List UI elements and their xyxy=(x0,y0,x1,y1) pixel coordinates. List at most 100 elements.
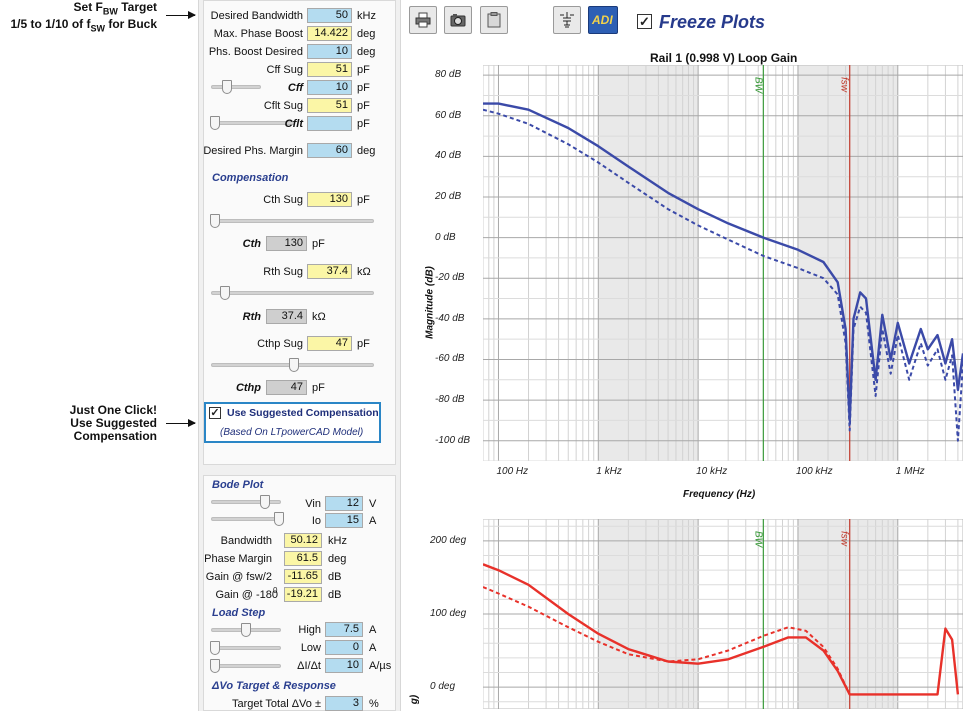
cthp-label: Cthp xyxy=(235,382,261,394)
didt-input[interactable]: 10 xyxy=(325,658,363,673)
gain-fsw2-value: -11.65 xyxy=(284,569,322,584)
cthp-slider[interactable] xyxy=(211,358,374,372)
cth-row: Cth 130 pF xyxy=(199,236,399,252)
didt-slider[interactable] xyxy=(210,659,281,673)
high-row: High 7.5 A xyxy=(199,622,399,638)
decade-band xyxy=(598,65,699,461)
gain-y-tick-label: -20 dB xyxy=(435,272,465,284)
gain-x-tick-label: 100 Hz xyxy=(496,466,529,477)
target-total-input[interactable]: 3 xyxy=(325,696,363,711)
io-slider[interactable] xyxy=(211,512,284,526)
gain-180-label: Gain @ -180 xyxy=(215,589,278,601)
phs-boost-desired-row: Phs. Boost Desired 10 deg xyxy=(199,44,399,60)
gain-y-tick-label: -80 dB xyxy=(435,394,465,406)
high-slider[interactable] xyxy=(211,623,281,637)
freeze-plots-checkbox[interactable]: ✓ xyxy=(637,14,652,29)
gain-y-tick-label: -60 dB xyxy=(435,353,465,365)
bw-target-annotation: Set FBW Target 1/5 to 1/10 of fSW for Bu… xyxy=(10,0,157,34)
dvo-title: ΔVo Target & Response xyxy=(212,680,336,692)
cflt-slider-thumb[interactable] xyxy=(210,116,220,130)
cff-sug-row: Cff Sug 51 pF xyxy=(199,62,399,78)
cflt-row: Cflt pF xyxy=(199,116,399,132)
use-suggested-checkbox[interactable]: ✓ xyxy=(209,407,221,419)
desired-bandwidth-input[interactable]: 50 xyxy=(307,8,352,23)
phs-boost-desired-input[interactable]: 10 xyxy=(307,44,352,59)
snapshot-button[interactable] xyxy=(444,6,472,34)
use-suggested-label[interactable]: Use Suggested Compensation xyxy=(227,407,379,419)
cth-slider-thumb[interactable] xyxy=(210,214,220,228)
vin-input[interactable]: 12 xyxy=(325,496,363,511)
desired-phs-margin-input[interactable]: 60 xyxy=(307,143,352,158)
didt-slider-thumb[interactable] xyxy=(210,659,220,673)
gain-y-tick-label: 40 dB xyxy=(435,150,462,162)
gain-y-tick-label: -100 dB xyxy=(435,434,471,446)
vin-slider[interactable] xyxy=(211,495,281,509)
adi-button[interactable]: ADI xyxy=(588,6,618,34)
gain-y-tick-label: 80 dB xyxy=(435,69,462,81)
one-click-arrow xyxy=(166,419,196,427)
cth-sug-unit: pF xyxy=(357,194,370,206)
didt-row: ΔI/Δt 10 A/µs xyxy=(199,658,399,674)
phase-y-axis-label: g) xyxy=(409,694,421,705)
printer-icon xyxy=(415,12,431,28)
use-suggested-box: ✓ Use Suggested Compensation (Based On L… xyxy=(204,402,381,443)
gain-x-tick-label: 1 kHz xyxy=(596,466,622,477)
fsw-marker-label: fsw xyxy=(839,531,850,547)
cff-sug-unit: pF xyxy=(357,64,370,76)
phase-margin-row: Phase Margin 61.5 deg xyxy=(199,551,399,567)
rth-row: Rth 37.4 kΩ xyxy=(199,309,399,325)
io-row: Io 15 A xyxy=(199,513,399,529)
desired-phs-margin-unit: deg xyxy=(357,145,376,157)
rth-slider[interactable] xyxy=(211,286,374,300)
cth-label: Cth xyxy=(242,238,261,250)
gain-plot[interactable]: BW fsw xyxy=(483,65,963,461)
clipboard-icon xyxy=(487,12,501,28)
rth-unit: kΩ xyxy=(312,311,326,323)
gain-180-value: -19.21 xyxy=(284,587,322,602)
cflt-sug-value: 51 xyxy=(307,98,352,113)
gain-y-axis-label: Magnitude (dB) xyxy=(424,266,436,339)
cflt-input[interactable] xyxy=(307,116,352,131)
cff-slider[interactable] xyxy=(211,80,261,94)
high-label: High xyxy=(298,624,321,636)
cthp-slider-thumb[interactable] xyxy=(289,358,299,372)
gain-y-tick-label: 20 dB xyxy=(435,191,462,202)
rth-slider-thumb[interactable] xyxy=(220,286,230,300)
fsw-marker-label: fsw xyxy=(839,77,850,93)
low-input[interactable]: 0 xyxy=(325,640,363,655)
high-input[interactable]: 7.5 xyxy=(325,622,363,637)
phs-boost-desired-unit: deg xyxy=(357,46,376,58)
cflt-sug-unit: pF xyxy=(357,100,370,112)
gain-fsw2-unit: dB xyxy=(328,571,342,583)
clipboard-button[interactable] xyxy=(480,6,508,34)
vin-slider-thumb[interactable] xyxy=(260,495,270,509)
gain-x-axis-label: Frequency (Hz) xyxy=(683,489,756,500)
plot-area: Rail 1 (0.998 V) Loop Gain Magnitude (dB… xyxy=(405,42,965,711)
gain-x-tick-label: 10 kHz xyxy=(696,466,728,477)
cff-slider-thumb[interactable] xyxy=(222,80,232,94)
print-button[interactable] xyxy=(409,6,437,34)
cthp-sug-row: Cthp Sug 47 pF xyxy=(199,336,399,352)
freeze-plots-label[interactable]: Freeze Plots xyxy=(659,12,766,32)
phase-plot[interactable]: BW fsw xyxy=(483,519,963,709)
io-input[interactable]: 15 xyxy=(325,513,363,528)
circuit-icon xyxy=(560,12,574,28)
low-slider-thumb[interactable] xyxy=(210,641,220,655)
gain-fsw2-row: Gain @ fsw/2 -11.65 dB xyxy=(199,569,399,585)
schematic-button[interactable] xyxy=(553,6,581,34)
high-slider-thumb[interactable] xyxy=(241,623,251,637)
bandwidth-unit: kHz xyxy=(328,535,347,547)
cth-value: 130 xyxy=(266,236,307,251)
cff-input[interactable]: 10 xyxy=(307,80,352,95)
vin-row: Vin 12 V xyxy=(199,496,399,512)
gain-180-row: Gain @ -180 0 -19.21 dB xyxy=(199,586,399,603)
gain-180-degree: 0 xyxy=(273,586,278,595)
cth-slider[interactable] xyxy=(210,214,374,228)
low-slider[interactable] xyxy=(210,641,281,655)
io-slider-thumb[interactable] xyxy=(274,512,284,526)
cflt-slider[interactable] xyxy=(210,116,295,130)
phase-margin-value: 61.5 xyxy=(284,551,322,566)
phase-y-tick-label: 0 deg xyxy=(430,681,456,693)
bw-target-arrow xyxy=(166,11,196,19)
desired-bandwidth-row: Desired Bandwidth 50 kHz xyxy=(199,8,399,24)
